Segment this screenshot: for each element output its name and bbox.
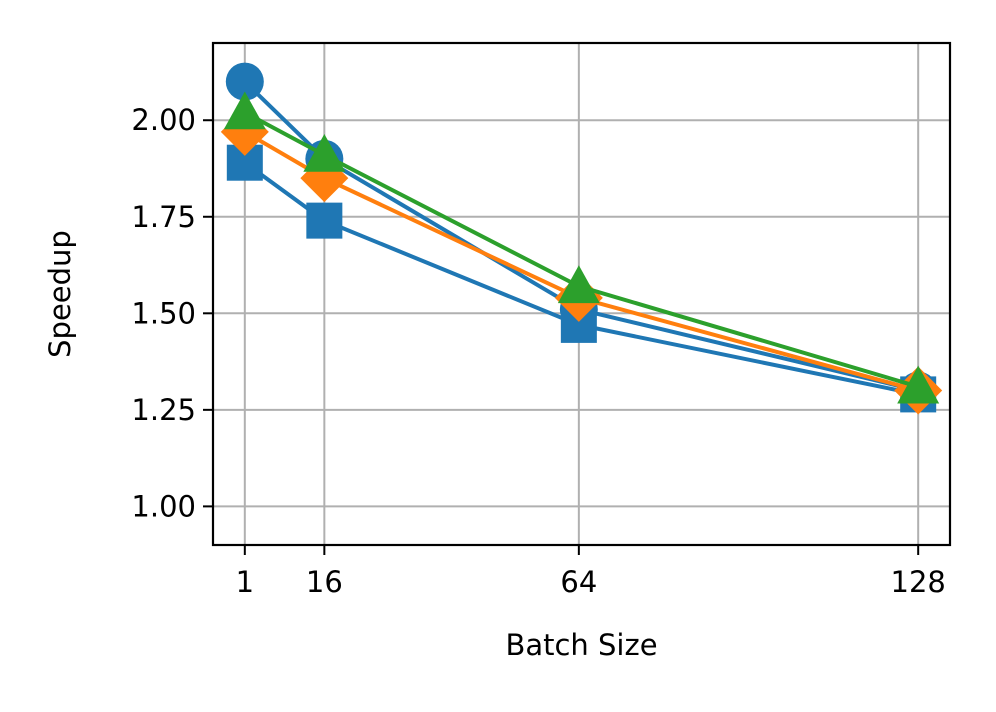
x-tick-label: 128 <box>891 565 946 599</box>
x-tick-label: 64 <box>560 565 597 599</box>
y-tick-label: 1.75 <box>131 200 196 234</box>
y-tick-label: 1.00 <box>131 489 196 523</box>
y-tick-label: 2.00 <box>131 103 196 137</box>
y-tick-label: 1.50 <box>131 296 196 330</box>
y-tick-label: 1.25 <box>131 393 196 427</box>
x-tick-label: 1 <box>236 565 254 599</box>
x-axis-label: Batch Size <box>505 628 657 662</box>
y-axis-label: Speedup <box>43 230 77 358</box>
square-marker <box>306 203 342 239</box>
x-tick-label: 16 <box>306 565 343 599</box>
